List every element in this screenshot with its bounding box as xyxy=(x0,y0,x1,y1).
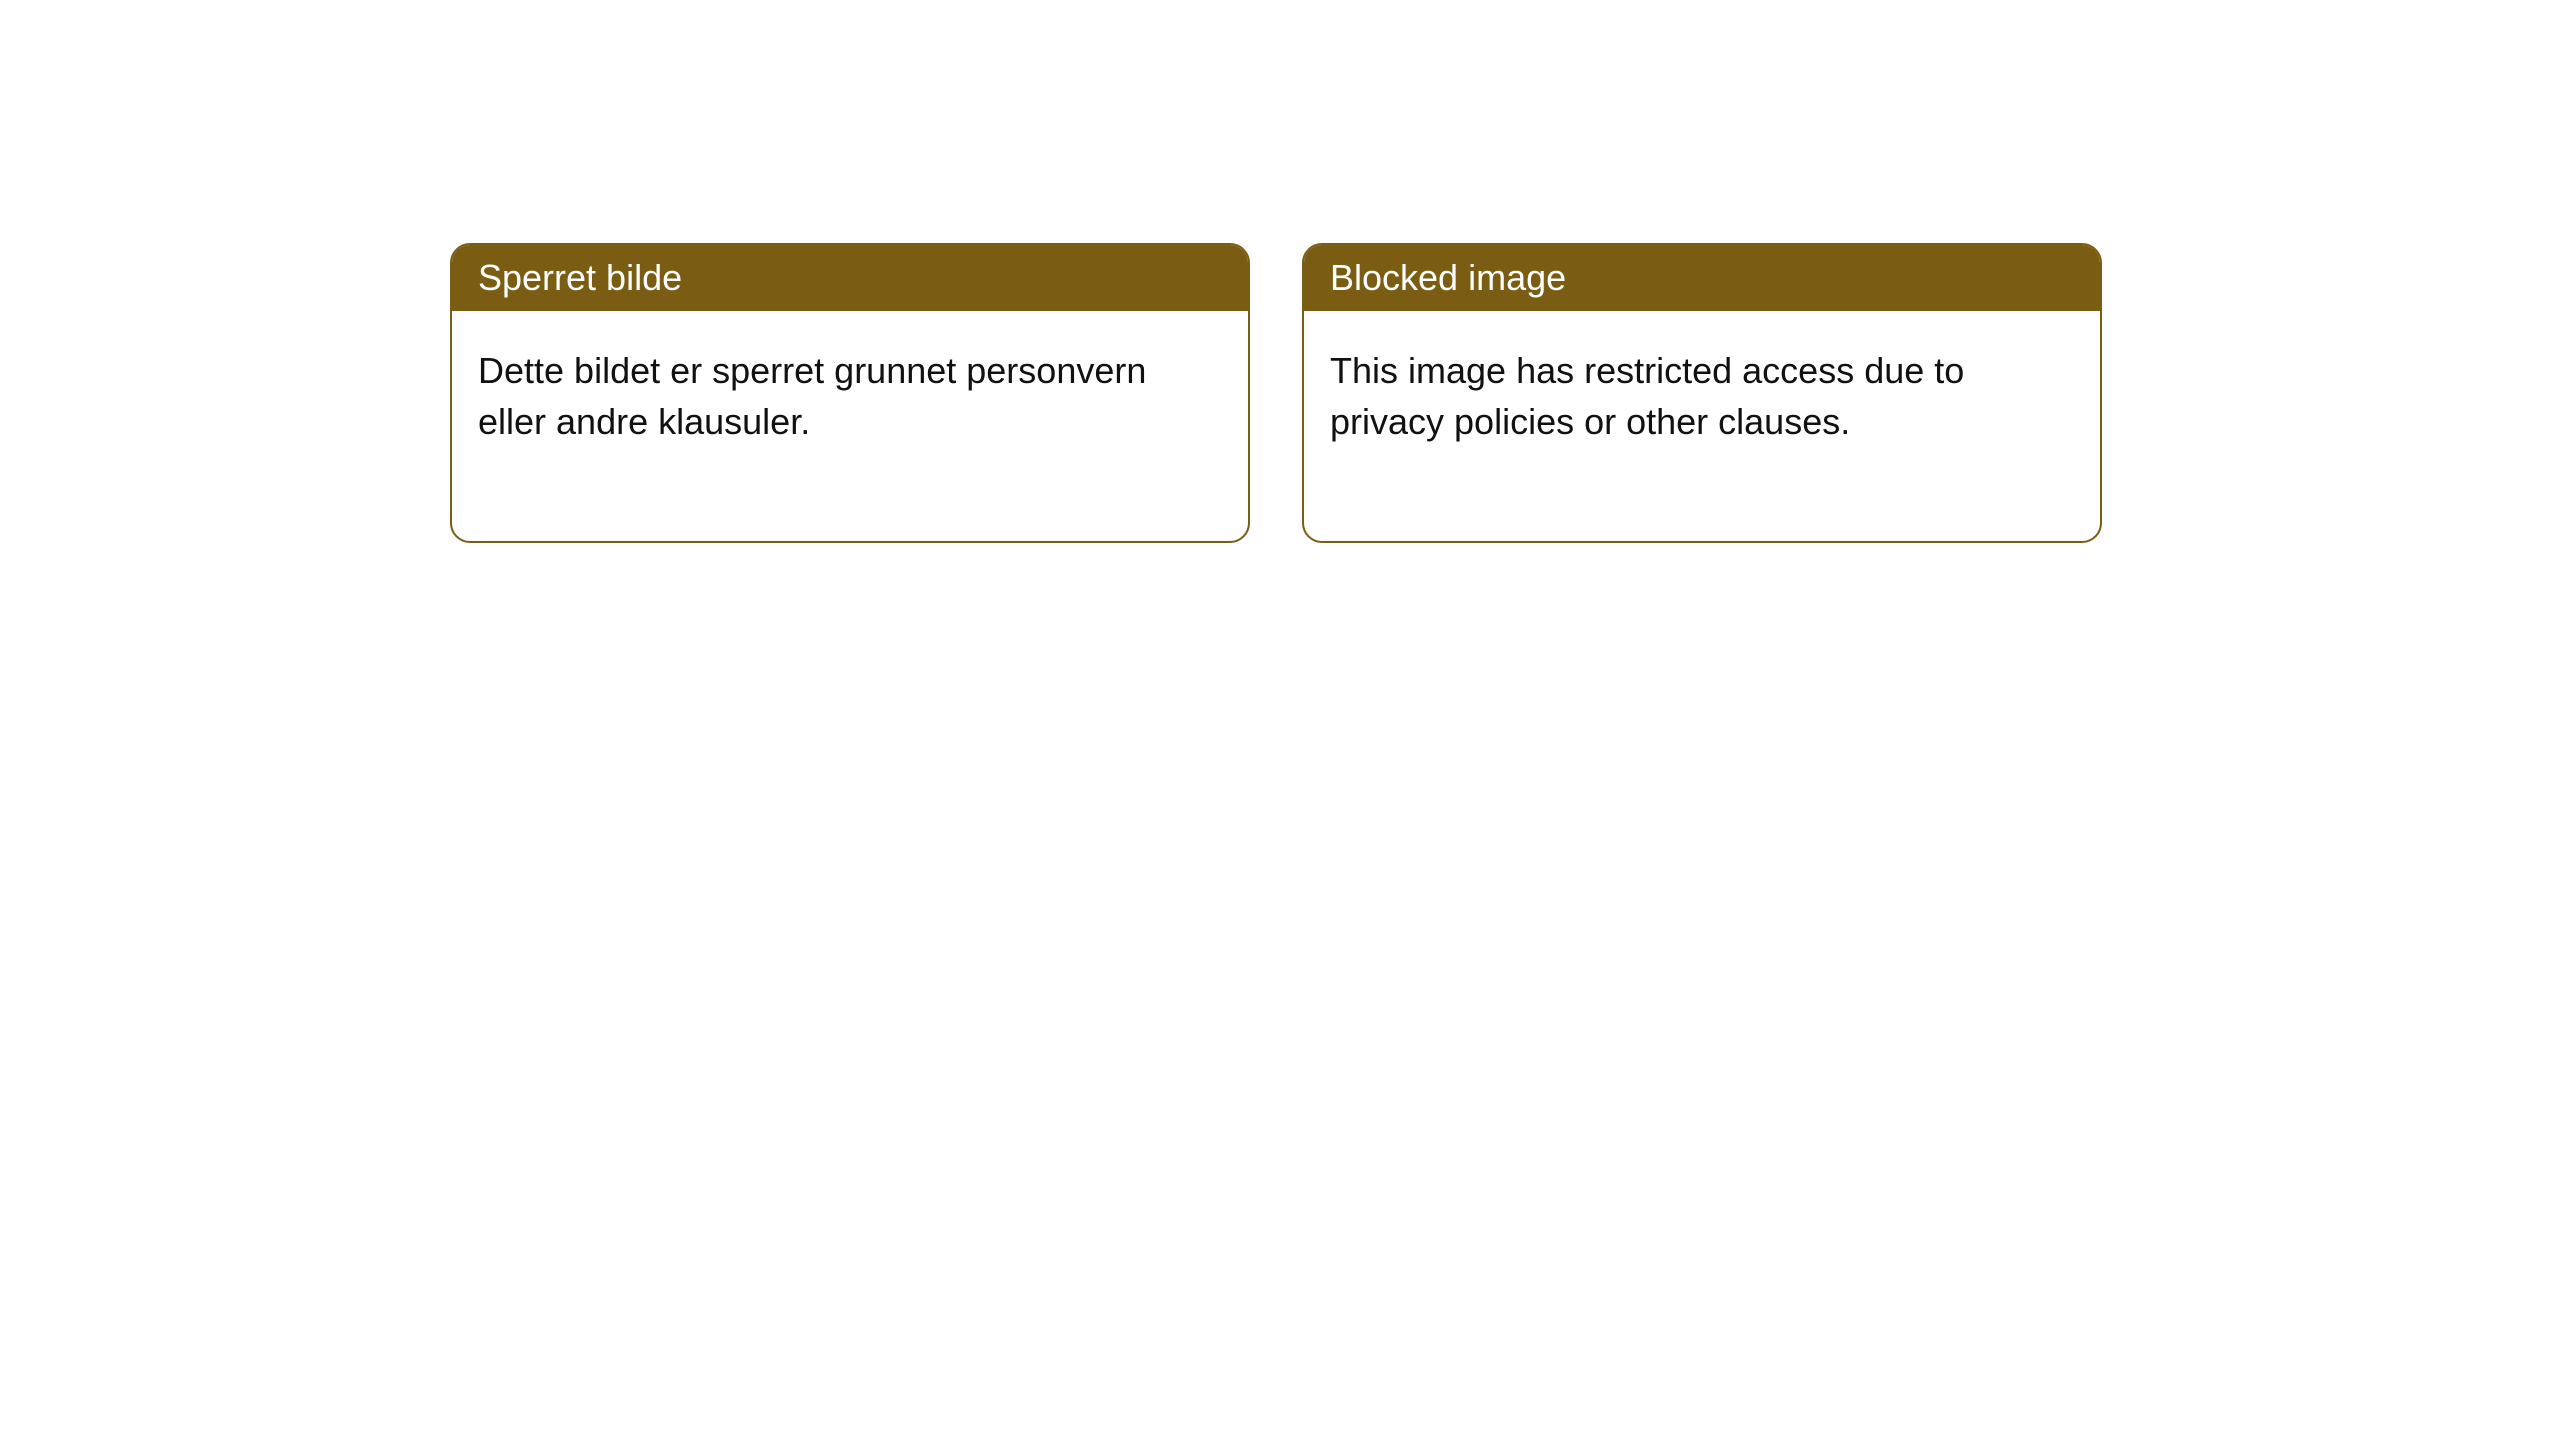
card-body-no: Dette bildet er sperret grunnet personve… xyxy=(452,311,1248,541)
notice-cards-container: Sperret bilde Dette bildet er sperret gr… xyxy=(450,243,2102,543)
card-body-en: This image has restricted access due to … xyxy=(1304,311,2100,541)
blocked-image-card-en: Blocked image This image has restricted … xyxy=(1302,243,2102,543)
card-header-en: Blocked image xyxy=(1304,245,2100,311)
blocked-image-card-no: Sperret bilde Dette bildet er sperret gr… xyxy=(450,243,1250,543)
card-header-no: Sperret bilde xyxy=(452,245,1248,311)
